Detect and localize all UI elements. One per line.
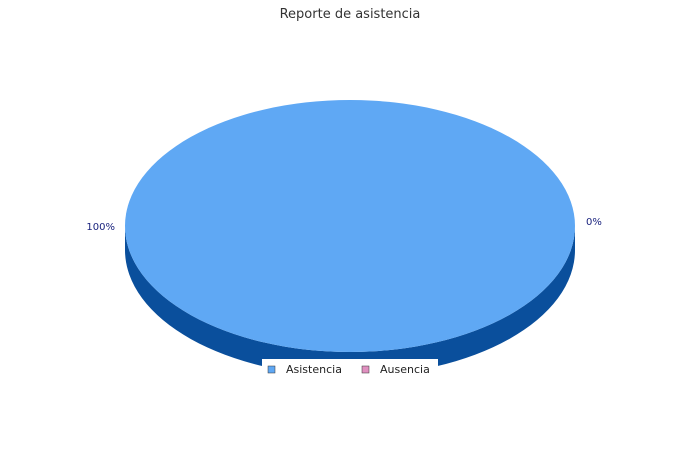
slice-side-asistencia <box>125 226 575 376</box>
legend-box <box>262 359 438 378</box>
slice-label-ausencia: 0% <box>586 217 602 228</box>
legend-label-ausencia: Ausencia <box>380 363 430 376</box>
chart-title: Reporte de asistencia <box>280 7 421 22</box>
legend-swatch-ausencia <box>361 365 370 374</box>
slice-asistencia <box>125 100 575 352</box>
slice-label-asistencia: 100% <box>86 222 115 233</box>
pie-body <box>125 100 575 376</box>
legend-swatch-asistencia <box>267 365 276 374</box>
legend: Asistencia Ausencia <box>262 359 438 378</box>
legend-label-asistencia: Asistencia <box>286 363 342 376</box>
